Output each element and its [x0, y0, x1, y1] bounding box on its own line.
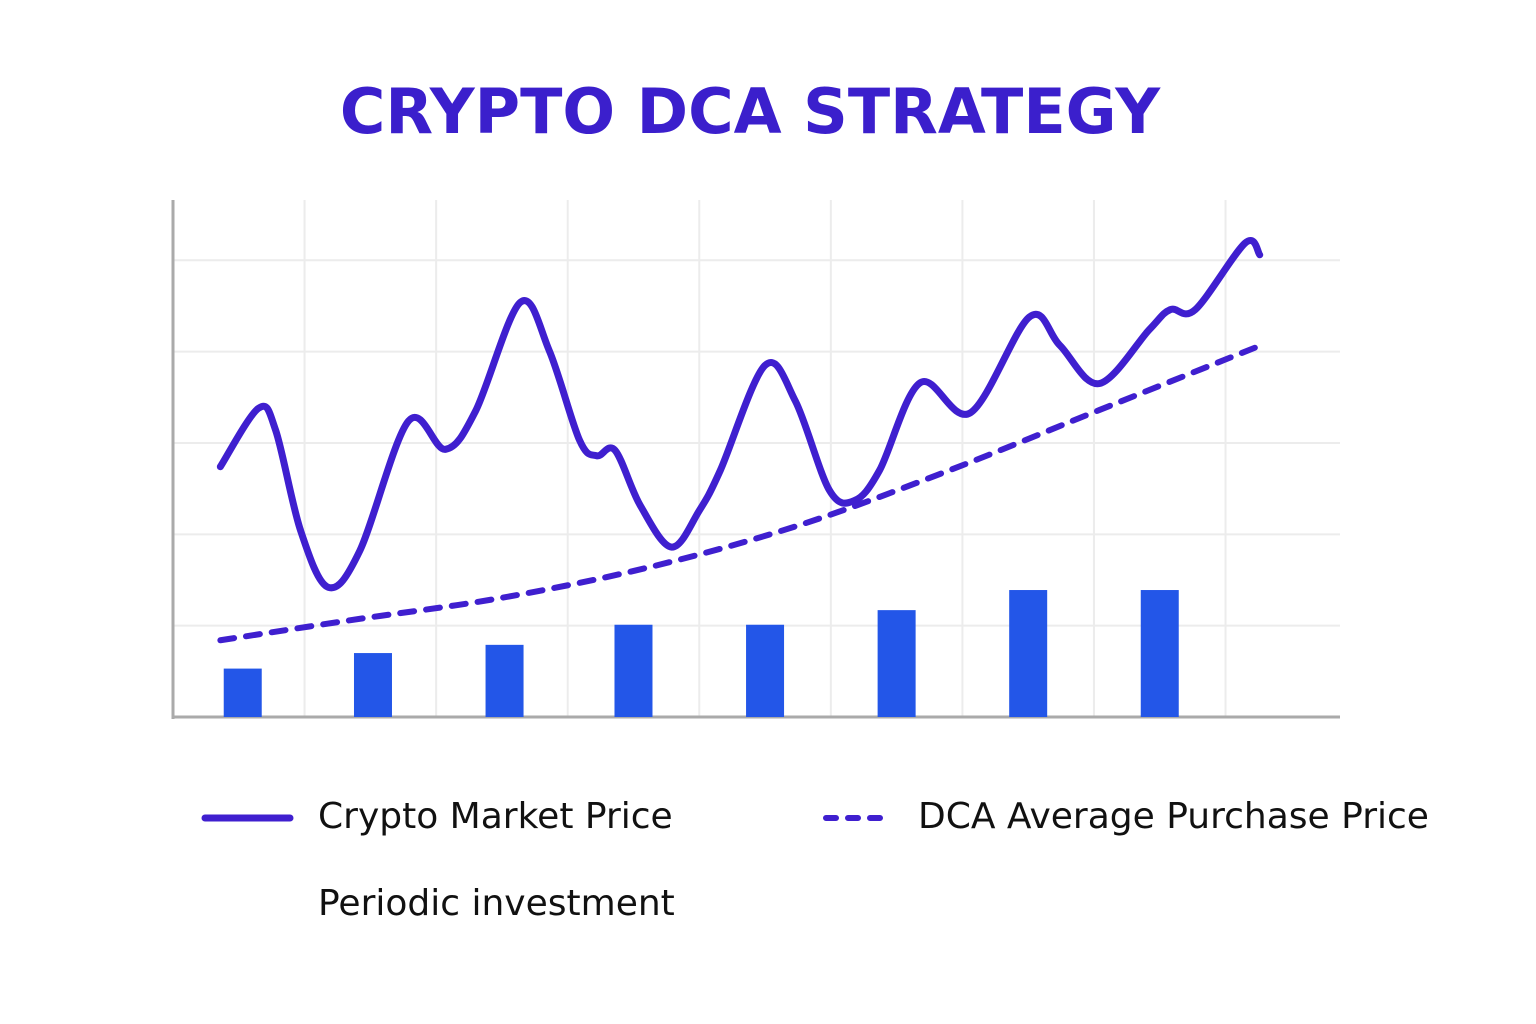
bar	[353, 653, 392, 717]
bar	[877, 610, 916, 717]
dashed-line	[217, 342, 1265, 644]
legend-label: DCA Average Purchase Price	[918, 796, 1429, 837]
bar	[746, 624, 785, 717]
legend-label: Crypto Market Price	[318, 796, 673, 837]
bar	[614, 624, 653, 717]
bar	[223, 668, 262, 717]
bar	[1009, 590, 1048, 717]
chart-title: CRYPTO DCA STRATEGY	[340, 75, 1161, 148]
line	[216, 237, 1264, 592]
bar	[485, 644, 524, 717]
legend-label: Periodic investment	[318, 883, 675, 924]
bar	[1140, 590, 1179, 717]
